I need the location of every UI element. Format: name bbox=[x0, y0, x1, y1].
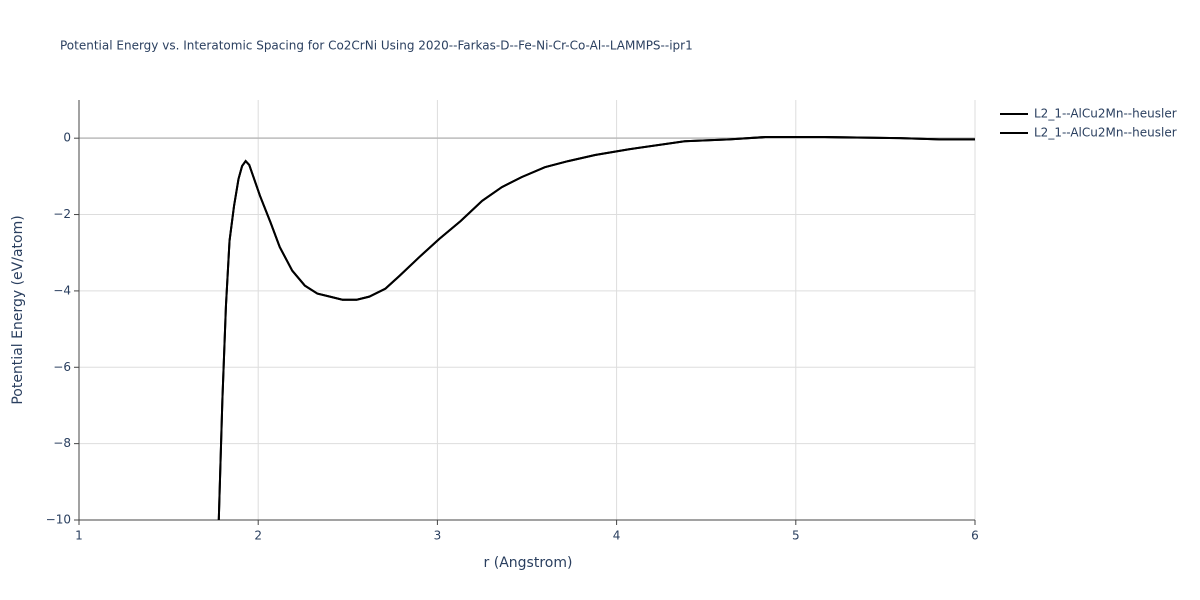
x-tick-label: 3 bbox=[434, 529, 442, 543]
line-series bbox=[217, 136, 975, 521]
x-tick-label: 5 bbox=[792, 529, 800, 543]
y-tick-label: −2 bbox=[53, 207, 71, 221]
x-tick-label: 6 bbox=[971, 529, 979, 543]
x-tick-label: 1 bbox=[75, 529, 83, 543]
y-tick-label: 0 bbox=[63, 131, 71, 145]
line-series bbox=[217, 136, 975, 521]
legend-label: L2_1--AlCu2Mn--heusler bbox=[1034, 107, 1177, 121]
y-tick-label: −10 bbox=[46, 513, 71, 527]
x-tick-label: 4 bbox=[613, 529, 621, 543]
y-tick-label: −6 bbox=[53, 360, 71, 374]
x-axis-label: r (Angstrom) bbox=[484, 555, 573, 571]
y-axis-label: Potential Energy (eV/atom) bbox=[10, 215, 26, 404]
y-tick-label: −4 bbox=[53, 283, 71, 297]
chart-title: Potential Energy vs. Interatomic Spacing… bbox=[60, 39, 693, 53]
legend-label: L2_1--AlCu2Mn--heusler bbox=[1034, 126, 1177, 140]
y-tick-label: −8 bbox=[53, 436, 71, 450]
x-tick-label: 2 bbox=[254, 529, 262, 543]
